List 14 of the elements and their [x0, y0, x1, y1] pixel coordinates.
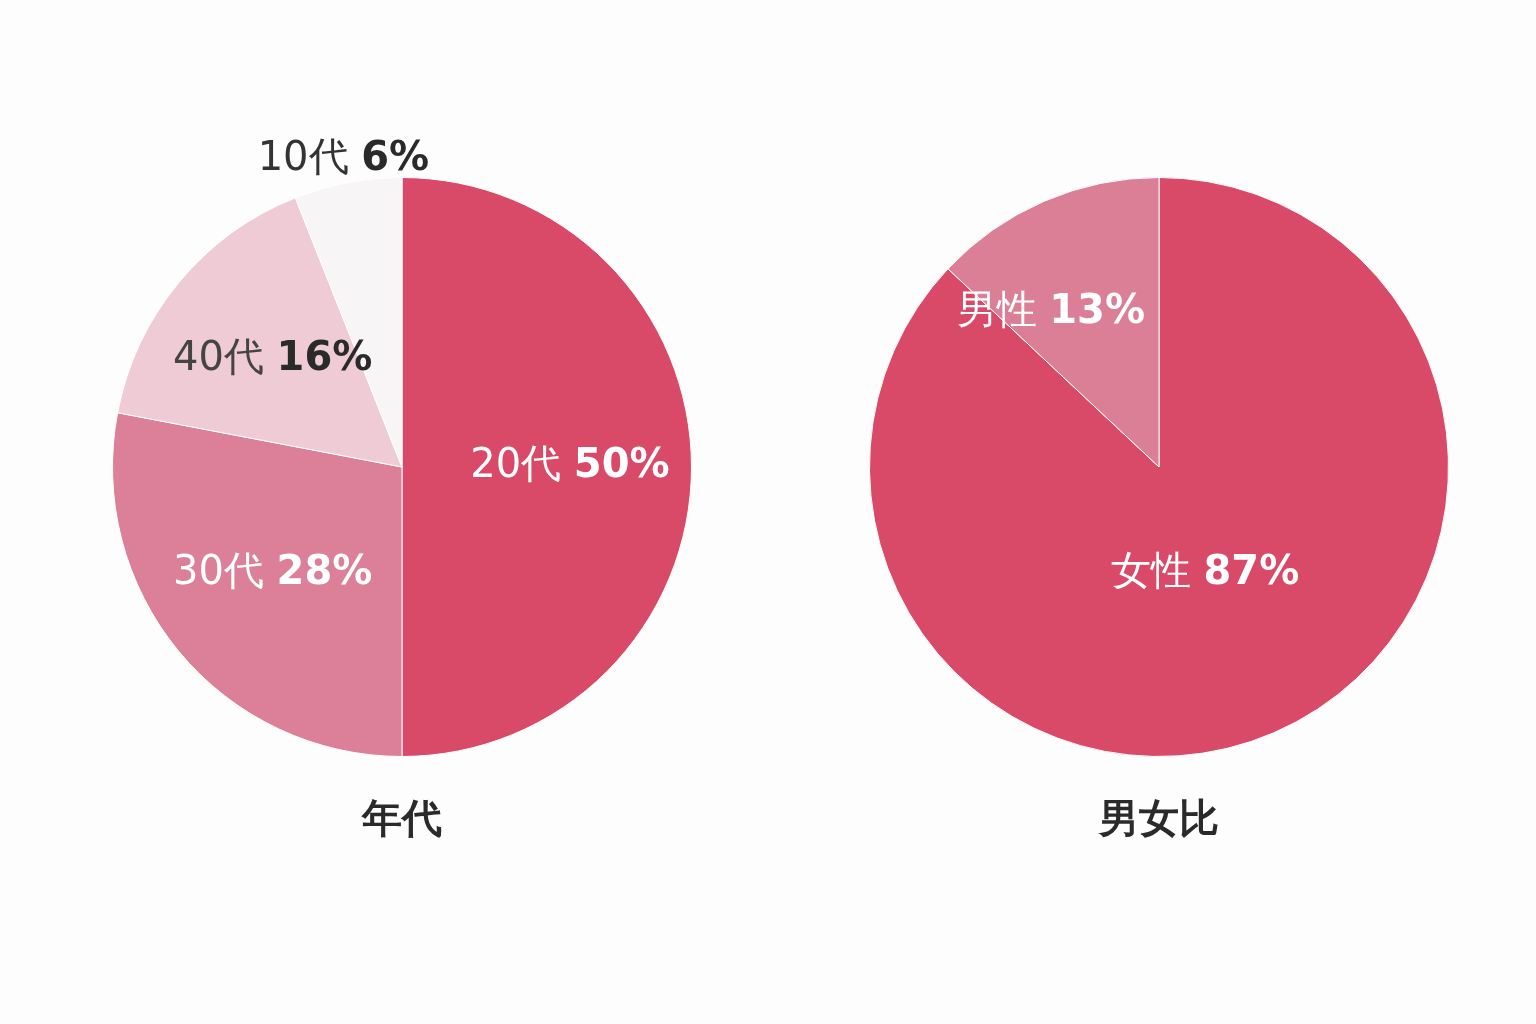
data-label: 28%	[276, 547, 373, 594]
slice-label: 20代	[470, 440, 562, 487]
slice-label: 男性	[956, 286, 1037, 333]
data-label: 6%	[361, 133, 430, 180]
slice-label: 10代	[257, 133, 349, 180]
data-label: 13%	[1049, 286, 1146, 333]
data-label: 87%	[1203, 546, 1300, 593]
data-label: 16%	[276, 333, 373, 380]
data-label: 50%	[573, 440, 670, 487]
text: 男女比	[1098, 795, 1219, 842]
slice-label: 30代	[172, 547, 264, 594]
slice-label: 40代	[172, 333, 264, 380]
text: 年代	[361, 795, 442, 842]
slice-label: 女性	[1110, 546, 1191, 593]
